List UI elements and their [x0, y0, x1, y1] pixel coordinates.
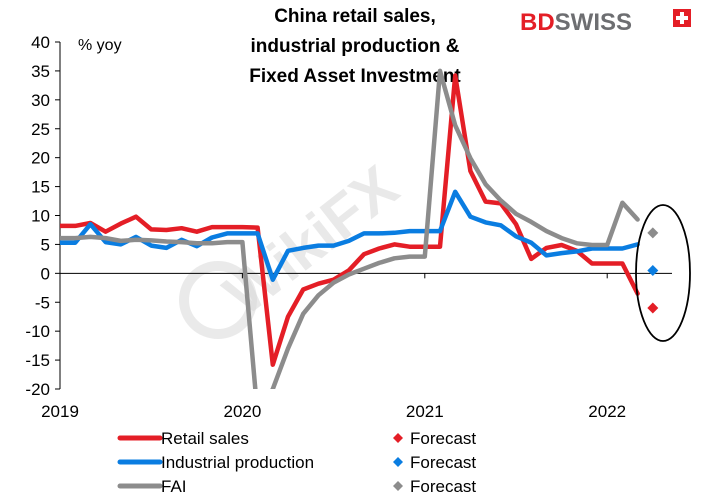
forecast-marker-industrial-production: [647, 264, 659, 276]
legend-label-retail-sales: Retail sales: [161, 429, 249, 448]
y-tick-label: 40: [31, 33, 50, 52]
legend: Retail sales Forecast Industrial productio…: [117, 429, 476, 496]
y-unit-label: % yoy: [78, 37, 122, 54]
brand-logo: BDSWISS: [520, 9, 691, 36]
x-tick-label: 2022: [588, 402, 626, 421]
forecast-layer: [647, 227, 659, 314]
y-tick-label: 10: [31, 207, 50, 226]
legend-forecast-label-industrial-production: Forecast: [410, 453, 476, 472]
legend-label-industrial-production: Industrial production: [161, 453, 314, 472]
forecast-marker-retail-sales: [647, 302, 659, 314]
y-tick-label: -5: [35, 293, 50, 312]
series-line-industrial-production: [60, 189, 640, 282]
legend-forecast-marker-retail-sales: [393, 433, 403, 443]
y-tick-label: 5: [41, 235, 50, 254]
legend-forecast-marker-industrial-production: [393, 457, 403, 467]
y-tick-label: 30: [31, 91, 50, 110]
swiss-cross-horizontal: [676, 16, 688, 20]
legend-forecast-label-fai: Forecast: [410, 477, 476, 496]
legend-forecast-label-retail-sales: Forecast: [410, 429, 476, 448]
y-tick-label: -15: [25, 351, 50, 370]
x-axis: 2019 2020 2021 2022: [41, 272, 672, 421]
legend-label-fai: FAI: [161, 477, 187, 496]
x-tick-label: 2020: [223, 402, 261, 421]
y-tick-label: -10: [25, 322, 50, 341]
x-tick-label: 2021: [406, 402, 444, 421]
brand-part-swiss: SWISS: [555, 9, 632, 36]
y-tick-label: 35: [31, 62, 50, 81]
y-tick-label: 25: [31, 120, 50, 139]
y-tick-label: 20: [31, 149, 50, 168]
forecast-highlight-ellipse: [635, 204, 691, 342]
y-ticks: -20 -15 -10 -5 0 5 10 15 20 25 30 35 40: [25, 33, 60, 399]
y-tick-label: -20: [25, 380, 50, 399]
forecast-marker-fai: [647, 227, 659, 239]
y-tick-label: 15: [31, 178, 50, 197]
chart-title-line-2: industrial production &: [251, 36, 460, 57]
y-tick-label: 0: [41, 264, 50, 283]
chart-title-line-1: China retail sales,: [274, 6, 436, 27]
series-layer: [60, 68, 640, 389]
brand-part-bd: BD: [520, 9, 555, 36]
watermark-logo-icon: [179, 261, 257, 339]
brand-logo-text: BDSWISS: [520, 9, 632, 36]
chart-title-line-3: Fixed Asset Investment: [249, 66, 461, 87]
series-line-fai: [60, 68, 640, 389]
legend-forecast-marker-fai: [393, 481, 403, 491]
x-tick-label: 2019: [41, 402, 79, 421]
